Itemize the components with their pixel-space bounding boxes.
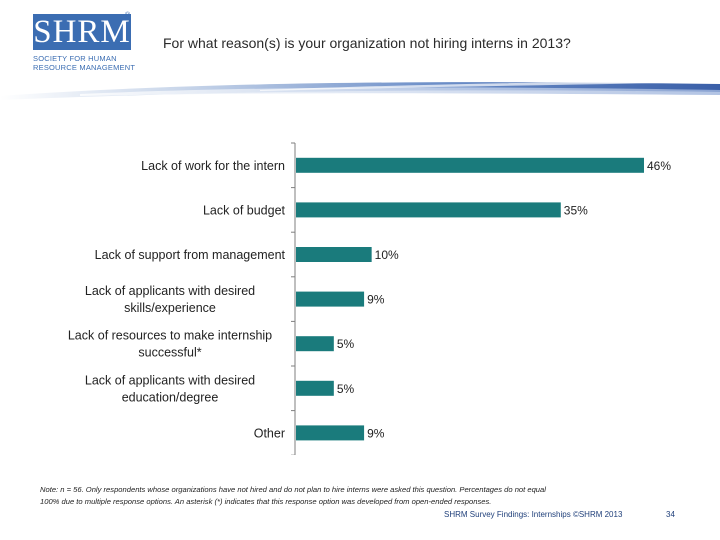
bar-4 [296,291,365,307]
logo-line-2: RESOURCE MANAGEMENT [33,63,136,72]
slide-title: For what reason(s) is your organization … [163,35,571,51]
bar-6 [296,380,334,396]
data-label-6: 5% [337,382,355,396]
category-label-7: Other [254,426,285,440]
chart-note: Note: n = 56. Only respondents whose org… [40,484,660,508]
bar-2 [296,202,561,218]
category-label-4: skills/experience [124,301,216,315]
page-number: 34 [666,510,675,519]
data-label-5: 5% [337,337,355,351]
data-label-7: 9% [367,426,385,440]
bar-chart: 46% Lack of work for the intern 35% Lack of… [68,142,671,455]
category-label-5: Lack of resources to make internship [68,329,272,343]
footer-text: SHRM Survey Findings: Internships ©SHRM … [444,510,623,519]
data-label-4: 9% [367,293,385,307]
logo-line-1: SOCIETY FOR HUMAN [33,54,117,63]
shrm-logo: SHRM ® SOCIETY FOR HUMAN RESOURCE MANAGE… [33,12,135,76]
note-line-1: Note: n = 56. Only respondents whose org… [40,485,546,494]
category-label-6: Lack of applicants with desired [85,373,255,387]
decorative-banner [0,80,720,100]
registered-mark: ® [125,12,131,19]
logo-mark: SHRM [33,14,131,50]
category-label-1: Lack of work for the intern [141,159,285,173]
bar-7 [296,425,365,441]
bar-3 [296,247,372,262]
category-label-3: Lack of support from management [95,248,286,262]
bar-5 [296,336,334,352]
category-label-6: education/degree [122,390,219,404]
bar-1 [296,157,644,173]
category-label-4: Lack of applicants with desired [85,284,255,298]
category-label-5: successful* [138,346,201,360]
note-line-2: 100% due to multiple response options. A… [40,497,492,506]
data-label-3: 10% [375,248,399,262]
category-label-2: Lack of budget [203,203,286,217]
data-label-2: 35% [564,203,588,217]
data-label-1: 46% [647,159,671,173]
